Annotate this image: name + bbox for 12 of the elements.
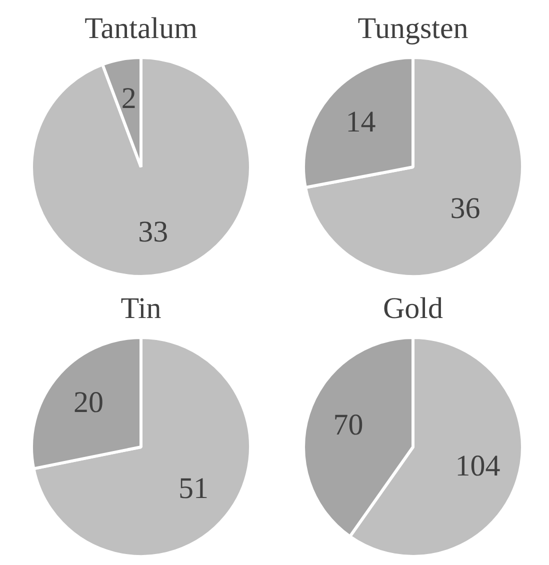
chart-title: Gold [383, 292, 443, 325]
data-label: 33 [138, 216, 168, 249]
chart-title: Tungsten [358, 12, 468, 45]
data-label: 104 [455, 449, 500, 482]
chart-title: Tin [120, 292, 162, 325]
data-label: 14 [346, 106, 376, 139]
data-label: 20 [73, 386, 104, 419]
data-label: 51 [178, 472, 209, 505]
data-label: 2 [121, 82, 136, 116]
data-label: 70 [333, 408, 364, 442]
data-label: 36 [450, 192, 480, 226]
chart-title: Tantalum [84, 12, 198, 45]
